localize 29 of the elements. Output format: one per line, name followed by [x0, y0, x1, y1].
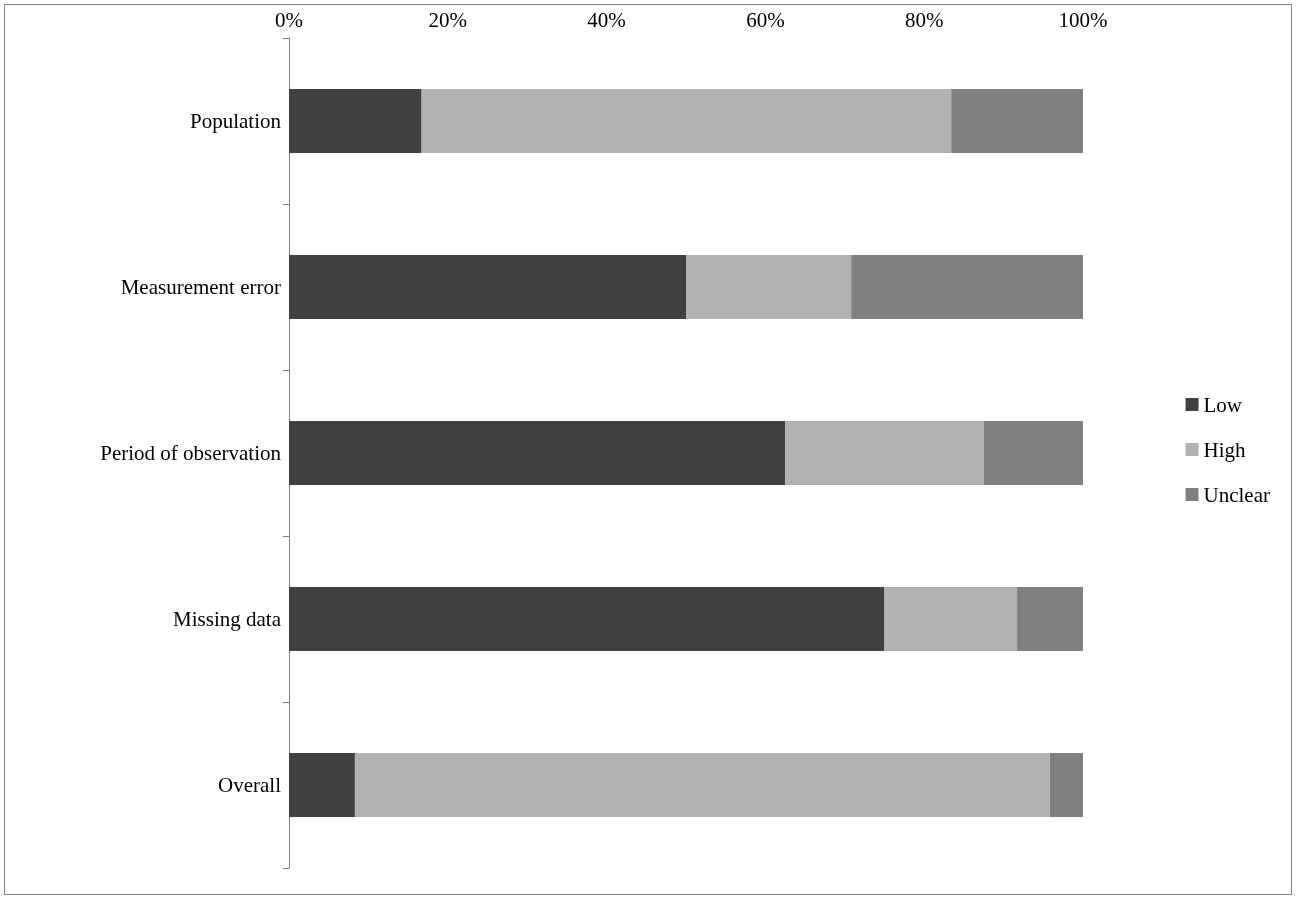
bar	[951, 89, 1083, 153]
y-tick-label: Missing data	[173, 607, 282, 631]
bar	[289, 255, 686, 319]
bar	[289, 753, 355, 817]
legend-label: Unclear	[1203, 482, 1271, 507]
bar	[289, 587, 885, 651]
bar	[354, 753, 1050, 817]
bar	[983, 421, 1083, 485]
legend-label: Low	[1203, 392, 1243, 417]
bar	[289, 421, 786, 485]
bar	[884, 587, 1018, 651]
y-tick-label: Population	[189, 109, 282, 133]
bar	[1049, 753, 1083, 817]
y-tick-label: Period of observation	[100, 441, 282, 465]
bar	[785, 421, 984, 485]
x-tick-label: 100%	[1058, 7, 1108, 32]
bar	[421, 89, 952, 153]
x-tick-label: 40%	[587, 7, 626, 32]
legend-label: High	[1203, 437, 1247, 462]
y-tick-label: Measurement error	[120, 275, 281, 299]
x-tick-label: 80%	[904, 7, 944, 32]
bar	[851, 255, 1083, 319]
x-tick-label: 0%	[275, 7, 303, 32]
bar	[289, 89, 422, 153]
bar	[1017, 587, 1083, 651]
x-tick-label: 20%	[428, 7, 468, 32]
x-tick-label: 60%	[746, 7, 785, 32]
bar	[686, 255, 852, 319]
y-tick-label: Overall	[218, 773, 282, 797]
